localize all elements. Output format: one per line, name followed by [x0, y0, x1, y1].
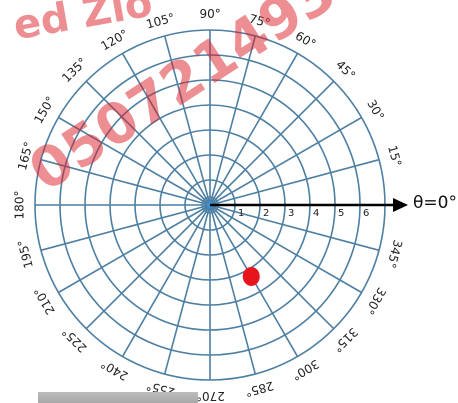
grid-spoke	[209, 80, 335, 206]
grid-spoke	[209, 158, 380, 206]
grid-spoke	[209, 204, 257, 375]
grid-spoke	[209, 204, 335, 330]
radial-label: 6	[363, 208, 370, 219]
grid-spoke	[163, 204, 211, 375]
grid-spoke	[209, 204, 362, 294]
zero-axis-arrowhead	[393, 198, 408, 212]
grid-spoke	[121, 53, 211, 206]
grid-spoke	[163, 35, 211, 206]
angle-label: 90°	[199, 7, 221, 21]
grid-spoke	[209, 116, 362, 206]
radial-label: 5	[338, 208, 345, 219]
grid-spoke	[58, 116, 211, 206]
radial-label: 4	[313, 208, 320, 219]
grid-spoke	[58, 204, 211, 294]
data-point	[242, 266, 260, 286]
grid-spoke	[40, 158, 211, 206]
scroll-bar[interactable]	[38, 392, 198, 403]
angle-label: 270°	[195, 389, 225, 403]
grid-spoke	[209, 35, 257, 206]
grid-spoke	[209, 204, 380, 252]
grid-spoke	[85, 80, 211, 206]
grid-spoke	[121, 204, 211, 357]
grid-spoke	[40, 204, 211, 252]
radial-label: 3	[288, 208, 295, 219]
angle-label: 180°	[11, 190, 26, 220]
radial-label: 2	[263, 208, 270, 219]
grid-spoke	[85, 204, 211, 330]
theta-zero-label: θ=0°	[413, 193, 457, 213]
radial-label: 1	[238, 208, 245, 219]
grid-spoke	[209, 53, 299, 206]
